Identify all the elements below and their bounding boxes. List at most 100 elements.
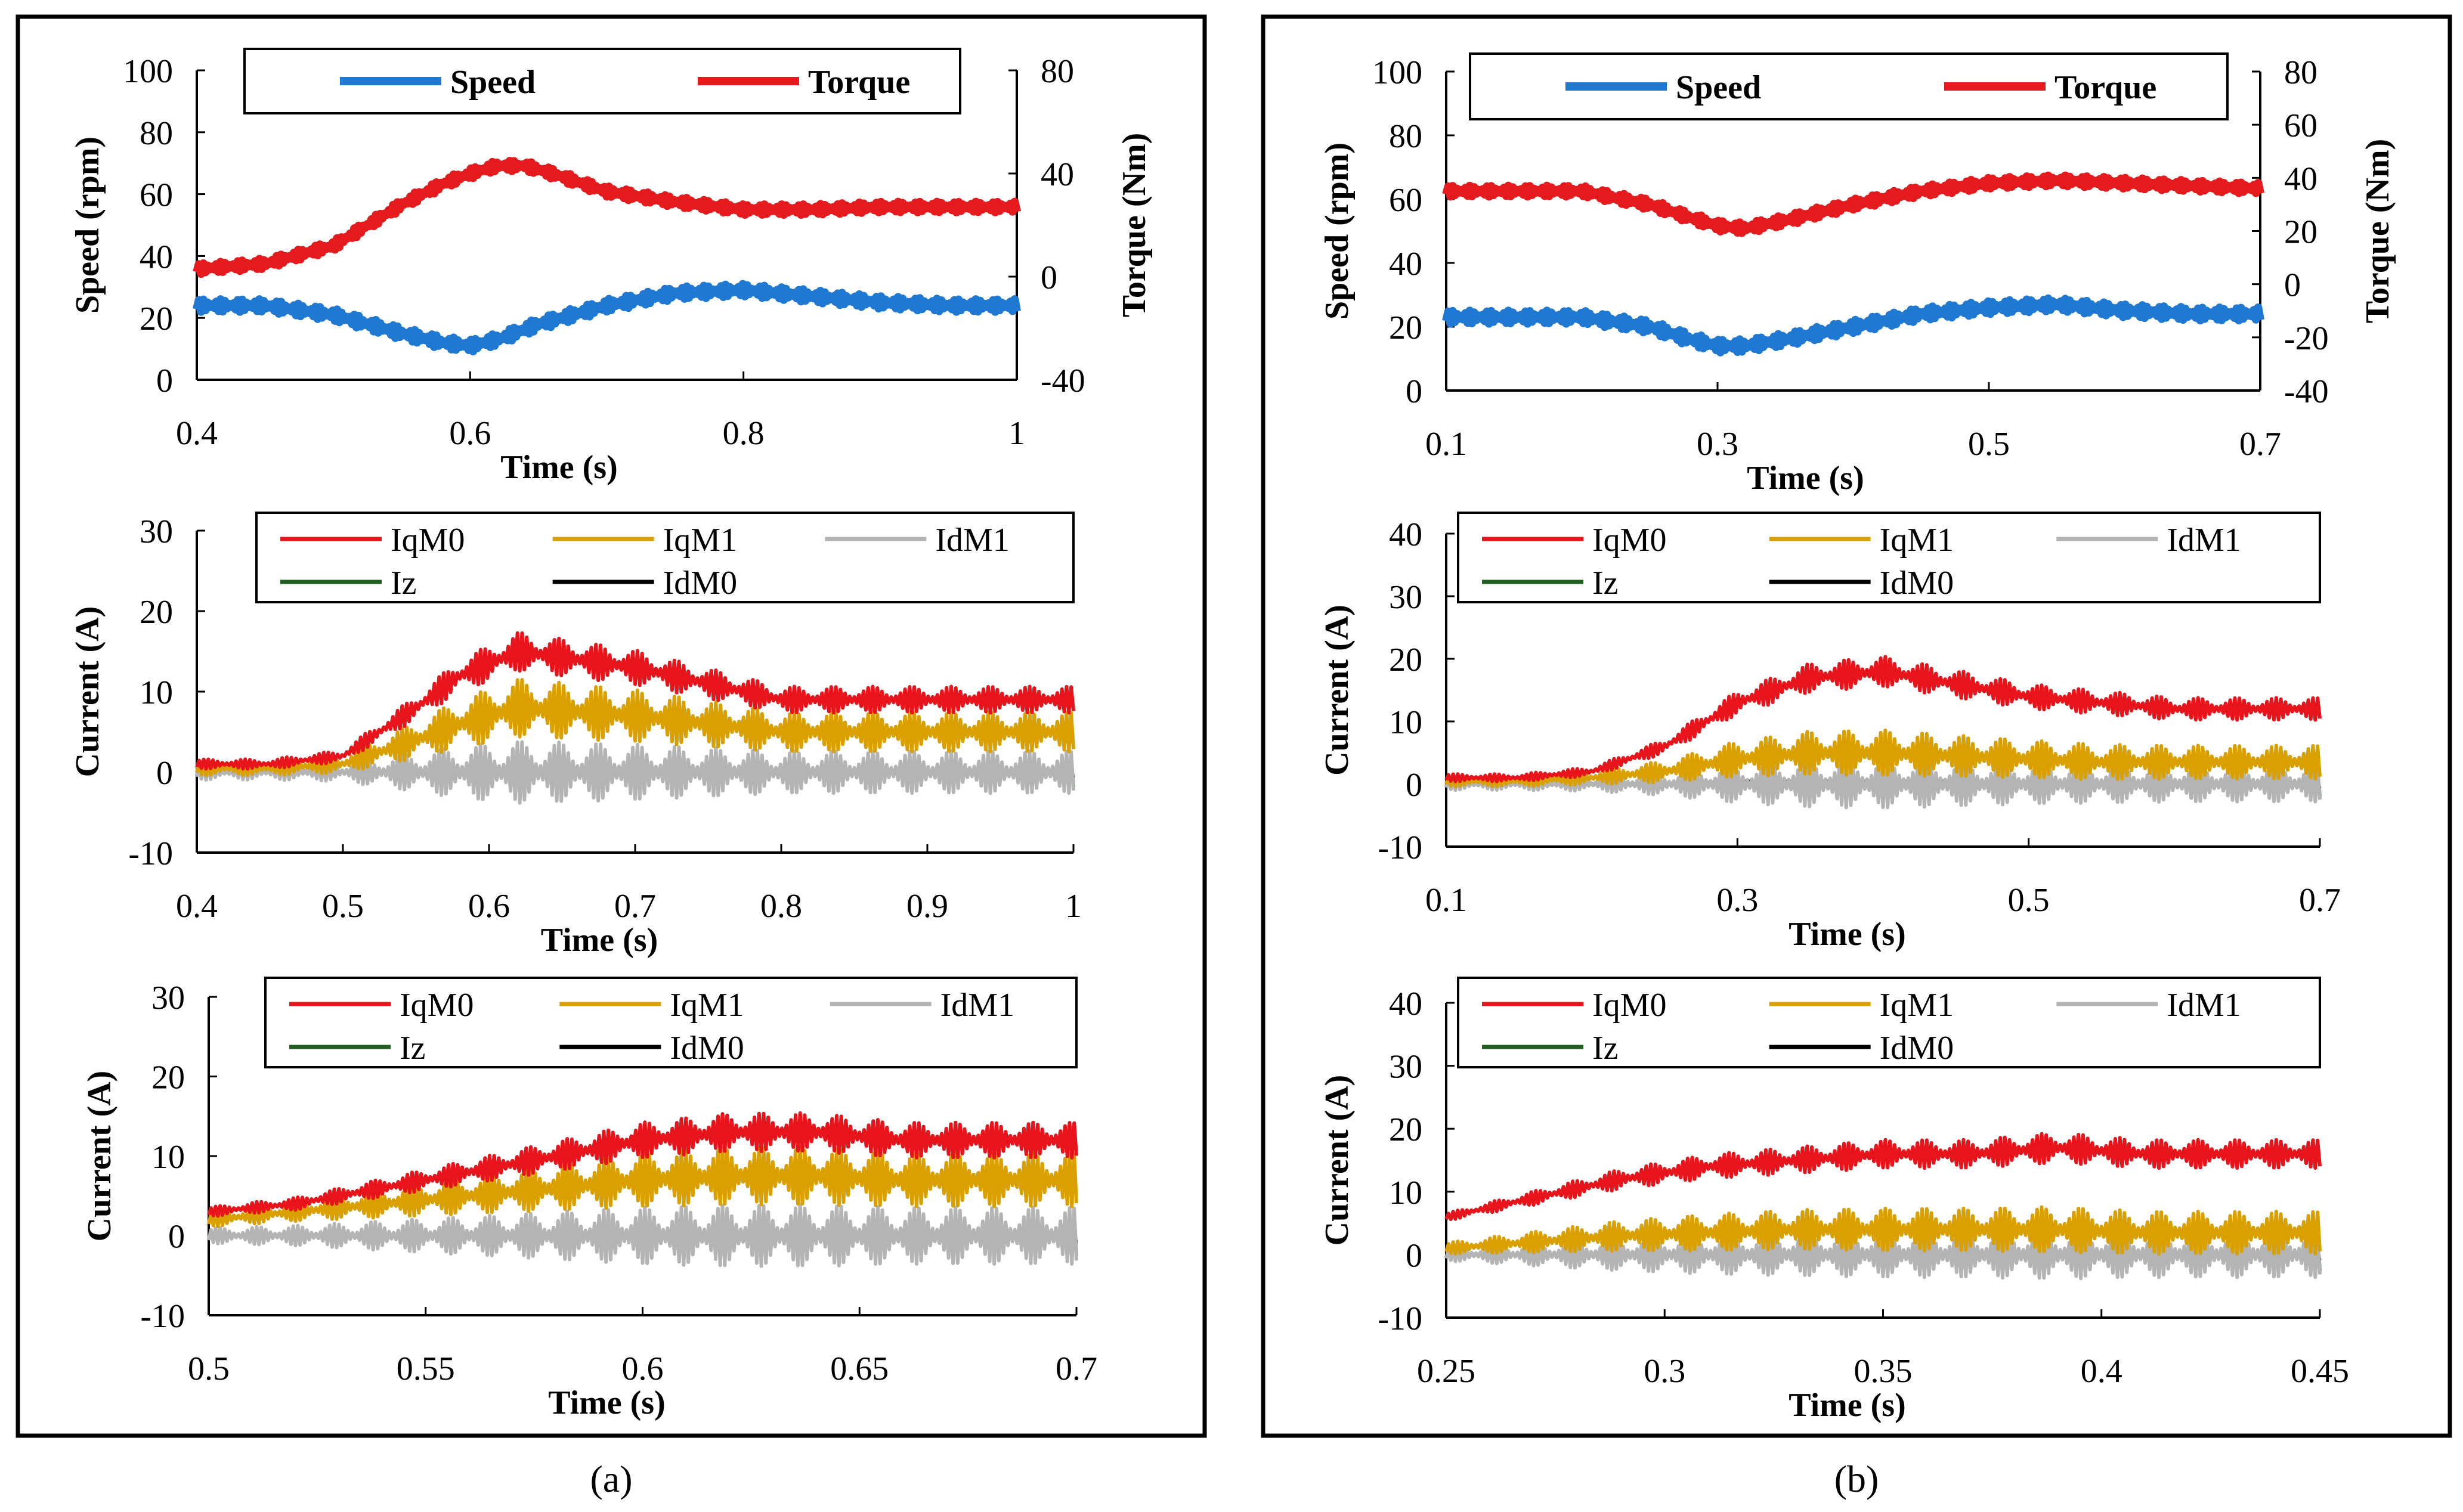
y-tick-label: 10: [1389, 1175, 1422, 1212]
y-tick-label: 10: [1389, 704, 1422, 741]
x-tick-label: 0.4: [176, 888, 218, 925]
y-tick-label: 40: [1389, 986, 1422, 1023]
legend-label: Iz: [400, 1030, 426, 1067]
y-tick-label: 20: [1389, 309, 1422, 346]
y-tick-label: 100: [1372, 54, 1422, 91]
series-torque: [1442, 171, 2264, 237]
caption-b: (b): [1834, 1458, 1879, 1500]
legend-label: IdM0: [1880, 565, 1954, 602]
y-tick-label: 20: [151, 1059, 185, 1096]
y-tick-label: 0: [1406, 373, 1422, 410]
x-tick-label: 0.6: [622, 1350, 664, 1387]
y-tick-label: -10: [1378, 829, 1422, 866]
legend-label: IdM1: [2167, 987, 2241, 1024]
legend-label: IdM0: [663, 565, 737, 602]
x-tick-label: 0.7: [2239, 426, 2281, 463]
legend-label: Torque: [808, 64, 910, 101]
y2-tick-label: 0: [2284, 267, 2301, 304]
chart-a-mid: -10 0 10 20 30 0.4 0.5 0.6 0.7 0.8 0.9 1 Time (s) Cur…: [69, 512, 1082, 959]
x-axis-label: Time (s): [1789, 1387, 1906, 1424]
y2-tick-label: 60: [2284, 107, 2317, 144]
y-tick-label: -10: [128, 835, 173, 872]
series-iqm1: [1444, 1205, 2322, 1256]
x-tick-label: 0.8: [760, 888, 802, 925]
y-axis-label: Current (A): [69, 606, 106, 777]
series-iqm0: [195, 631, 1075, 771]
x-axis-label: Time (s): [541, 922, 658, 959]
y-tick-label: 40: [1389, 246, 1422, 283]
x-tick-label: 0.55: [397, 1350, 455, 1387]
x-tick-label: 0.5: [1968, 426, 2010, 463]
y-tick-label: 0: [156, 755, 173, 792]
legend-label: IdM1: [2167, 522, 2241, 559]
series-iqm1: [1444, 729, 2322, 789]
legend-label: IdM1: [935, 522, 1009, 559]
y2-tick-label: 40: [1041, 156, 1074, 193]
y-axis-label: Speed (rpm): [69, 137, 106, 314]
y-tick-label: 80: [140, 115, 173, 152]
legend-label: IdM0: [670, 1030, 744, 1067]
x-tick-label: 0.6: [468, 888, 510, 925]
series-torque: [193, 157, 1021, 278]
y-tick-label: 30: [151, 980, 185, 1017]
legend-label: Speed: [1676, 69, 1761, 106]
caption-a: (a): [590, 1458, 632, 1500]
series-idm1: [195, 740, 1075, 805]
y-tick-label: 20: [1389, 642, 1422, 678]
y-axis-label: Current (A): [81, 1071, 118, 1242]
series-speed: [1442, 294, 2264, 357]
y2-tick-label: -40: [1041, 362, 1085, 399]
y2-tick-label: -40: [2284, 373, 2329, 410]
y-tick-label: 0: [1406, 1237, 1422, 1274]
y-tick-label: 10: [140, 674, 173, 711]
chart-b-mid: -10 0 10 20 30 40 0.1 0.3 0.5 0.7 Time (s) Current …: [1319, 512, 2341, 953]
y-axis-label: Speed (rpm): [1319, 142, 1356, 320]
y-tick-label: -10: [140, 1298, 185, 1335]
x-axis-label: Time (s): [1789, 916, 1906, 953]
y2-tick-label: 80: [2284, 54, 2317, 91]
legend-label: IdM1: [940, 987, 1014, 1024]
x-tick-label: 0.4: [176, 415, 218, 452]
x-tick-label: 1: [1065, 888, 1082, 925]
legend-box: [1457, 977, 2321, 1068]
y-tick-label: 30: [140, 513, 173, 550]
x-tick-label: 0.1: [1425, 426, 1467, 463]
y-tick-label: 10: [151, 1139, 185, 1176]
y2-tick-label: -20: [2284, 320, 2329, 357]
x-tick-label: 0.7: [614, 888, 656, 925]
y-tick-label: 0: [156, 362, 173, 399]
y-tick-label: 80: [1389, 118, 1422, 155]
x-tick-label: 0.65: [830, 1350, 889, 1387]
y2-axis-label: Torque (Nm): [2359, 139, 2396, 324]
x-tick-label: 0.7: [2299, 882, 2341, 919]
y-tick-label: 30: [1389, 579, 1422, 616]
series-iqm0: [1444, 1132, 2322, 1222]
x-axis-label: Time (s): [548, 1384, 666, 1421]
y-tick-label: 40: [1389, 516, 1422, 553]
x-tick-label: 0.5: [188, 1350, 230, 1387]
x-tick-label: 0.4: [2081, 1353, 2122, 1390]
legend-label: IqM1: [1880, 522, 1954, 559]
series-speed: [193, 280, 1021, 356]
legend-label: IqM0: [1592, 522, 1666, 559]
legend-label: Iz: [1592, 565, 1619, 602]
chart-a-top: 0 20 40 60 80 100 -40 0 40 80 0.4 0.6 0.8 1 Time (s) Sp…: [69, 48, 1153, 486]
y-tick-label: 20: [140, 594, 173, 631]
series-idm1: [1444, 1229, 2322, 1281]
y-tick-label: -10: [1378, 1300, 1422, 1337]
chart-b-top: 0 20 40 60 80 100 -40 -20 0 20 40 60 80 0.1 0.3 0.5 0.7 T…: [1319, 52, 2396, 497]
legend-label: IqM0: [400, 987, 474, 1024]
y-tick-label: 60: [140, 177, 173, 214]
x-tick-label: 0.45: [2291, 1353, 2349, 1390]
legend-label: Iz: [391, 565, 417, 602]
x-axis-label: Time (s): [1747, 460, 1864, 497]
y2-tick-label: 20: [2284, 214, 2317, 251]
legend-label: Torque: [2054, 69, 2156, 106]
legend-label: IdM0: [1880, 1030, 1954, 1067]
y2-axis-label: Torque (Nm): [1116, 133, 1153, 318]
legend-box: [1457, 512, 2321, 603]
x-tick-label: 0.8: [723, 415, 765, 452]
x-tick-label: 0.5: [322, 888, 364, 925]
x-tick-label: 0.5: [2008, 882, 2050, 919]
y-tick-label: 0: [1406, 767, 1422, 804]
